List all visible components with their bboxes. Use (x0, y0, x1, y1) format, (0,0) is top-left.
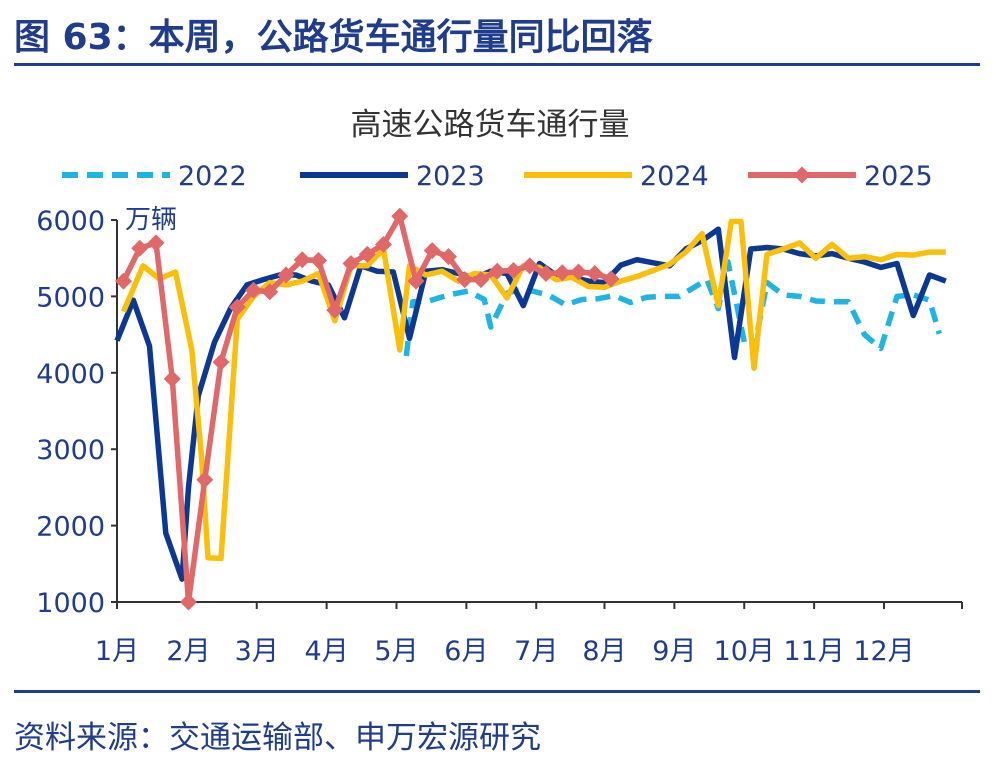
series-point-2025 (293, 251, 311, 269)
x-tick-label: 7月 (514, 636, 558, 667)
x-tick-label: 4月 (305, 636, 349, 667)
source-rule (14, 690, 980, 693)
series-point-2025 (602, 270, 620, 288)
series-line-2022 (403, 259, 942, 357)
y-tick-label: 3000 (36, 435, 105, 466)
y-tick-label: 2000 (36, 512, 105, 543)
axes: 1000 2000 3000 4000 5000 6000 1月 2月 3月 4月 5月 6月 7月 8月… (36, 206, 963, 667)
series-point-2025 (586, 264, 604, 282)
series-point-2025 (407, 272, 425, 290)
series-point-2025 (342, 255, 360, 273)
x-tick-label: 5月 (374, 636, 418, 667)
series-point-2025 (326, 301, 344, 319)
title-rule (14, 63, 980, 66)
legend-label-2024: 2024 (640, 161, 709, 192)
series-point-2025 (391, 207, 409, 225)
series-point-2025 (115, 272, 132, 290)
y-tick-label: 6000 (36, 206, 105, 237)
series-point-2025 (553, 264, 571, 282)
legend-label-2022: 2022 (178, 161, 247, 192)
x-tick-label: 1月 (95, 636, 139, 667)
series-point-2025 (472, 271, 490, 289)
x-tick-label: 3月 (235, 636, 279, 667)
series-point-2025 (537, 264, 555, 282)
legend-marker (793, 166, 811, 184)
series-point-2025 (488, 262, 506, 280)
x-tick-label: 6月 (444, 636, 488, 667)
chart-title: 高速公路货车通行量 (351, 107, 630, 143)
legend-label-2025: 2025 (864, 161, 933, 192)
x-tick-label: 2月 (166, 636, 210, 667)
legend-label-2023: 2023 (416, 161, 485, 192)
x-tick-label: 10月 (714, 636, 775, 667)
x-tick-label: 9月 (652, 636, 696, 667)
legend: 2022 2023 2024 2025 (62, 161, 933, 192)
line-chart: 高速公路货车通行量 万辆 2022 2023 2024 2025 1000 2000 30… (36, 107, 963, 667)
series-point-2025 (163, 370, 181, 388)
series-point-2025 (228, 298, 246, 316)
series-point-2025 (196, 471, 214, 489)
series-point-2025 (505, 261, 522, 279)
series-point-2025 (277, 266, 295, 284)
series-point-2025 (521, 257, 539, 275)
x-tick-label: 12月 (853, 636, 914, 667)
y-tick-label: 4000 (36, 359, 105, 390)
series-point-2025 (358, 245, 376, 263)
y-tick-label: 5000 (36, 282, 105, 313)
x-tick-label: 11月 (783, 636, 844, 667)
series-point-2025 (245, 281, 262, 299)
series-point-2025 (456, 271, 474, 289)
series-point-2025 (147, 234, 165, 252)
series-point-2025 (310, 252, 327, 269)
series-point-2025 (375, 235, 392, 253)
series-point-2025 (212, 353, 230, 371)
y-tick-label: 1000 (36, 588, 105, 619)
series-point-2025 (440, 248, 457, 266)
series-point-2025 (423, 242, 441, 260)
series-point-2025 (261, 283, 279, 301)
series-line-2023 (114, 226, 947, 582)
series-layer (114, 207, 947, 611)
series-point-2025 (180, 593, 197, 611)
series-point-2025 (131, 239, 149, 257)
series-point-2025 (570, 263, 587, 281)
x-tick-label: 8月 (582, 636, 626, 667)
figure-title: 图 63：本周，公路货车通行量同比回落 (14, 17, 653, 58)
source-note: 资料来源：交通运输部、申万宏源研究 (14, 720, 541, 756)
unit-label: 万辆 (125, 205, 177, 235)
